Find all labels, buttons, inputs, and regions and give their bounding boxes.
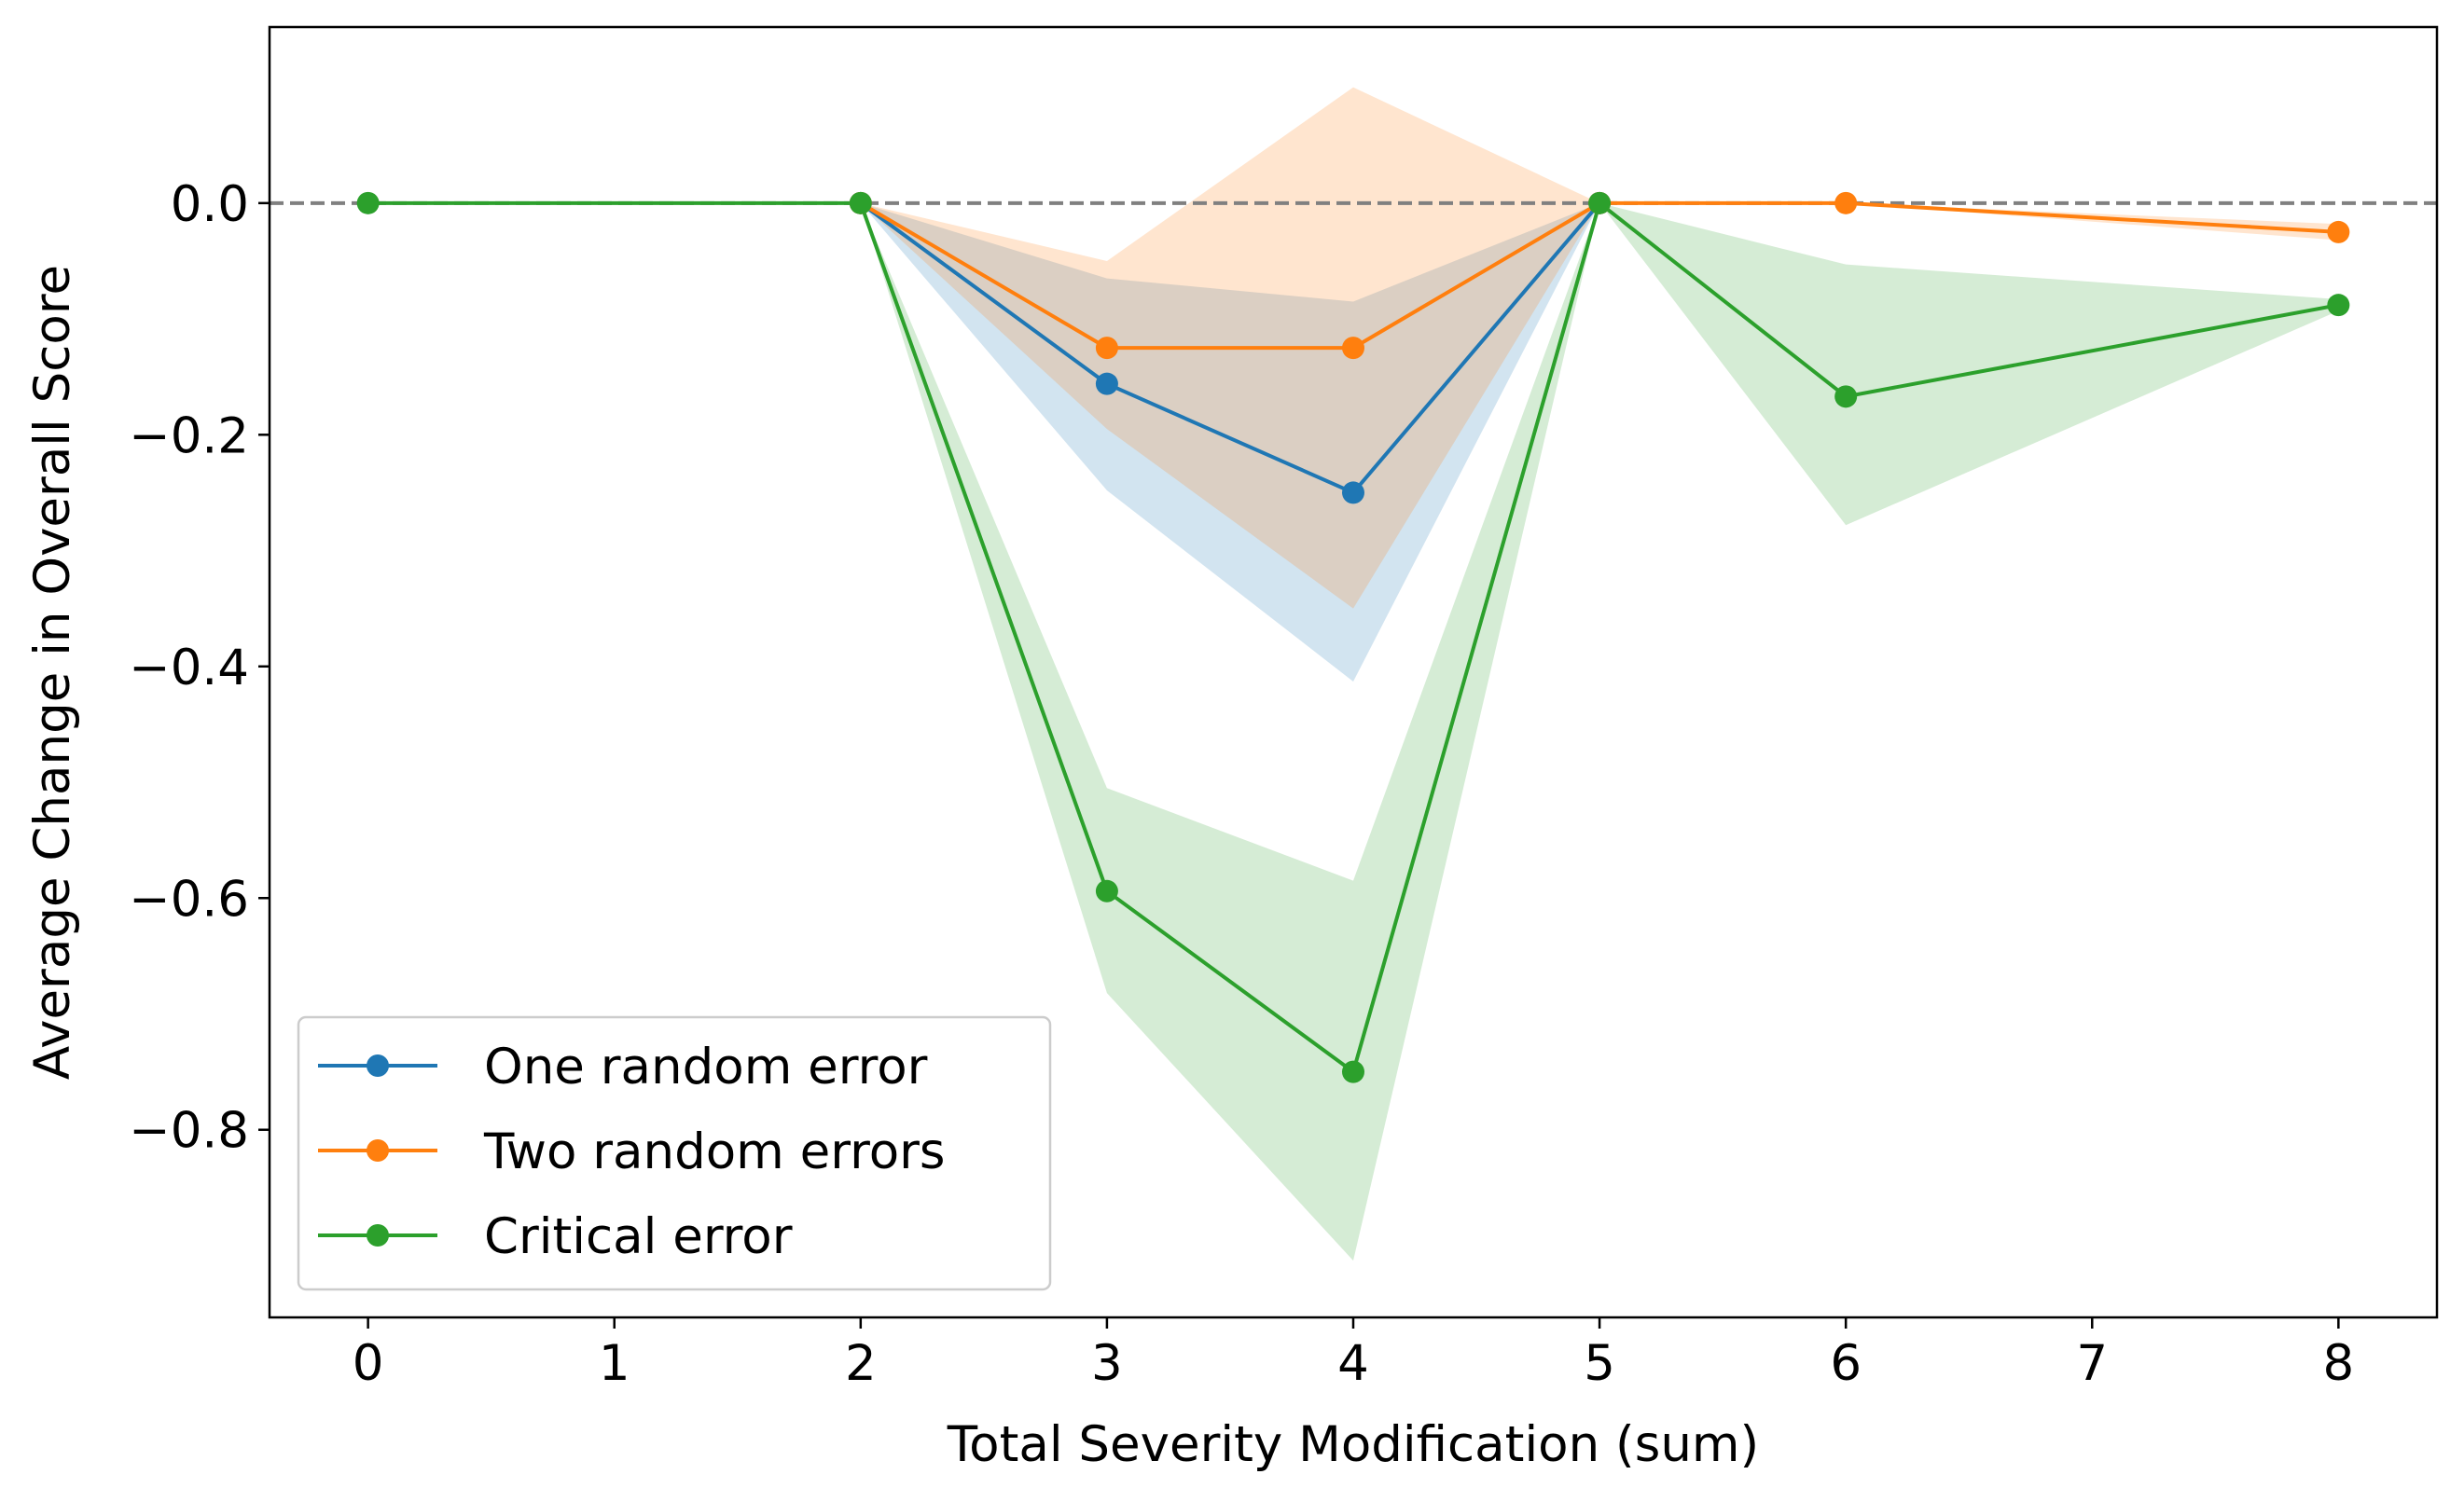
x-tick-label: 2 — [845, 1335, 877, 1392]
critical-error-point — [1834, 385, 1858, 408]
x-tick-label: 7 — [2076, 1335, 2108, 1392]
x-tick-label: 8 — [2322, 1335, 2354, 1392]
x-tick-label: 1 — [599, 1335, 630, 1392]
two-random-errors-legend-label: Two random errors — [483, 1123, 946, 1180]
y-tick-label: −0.8 — [129, 1103, 249, 1160]
two-random-errors-line — [859, 200, 2339, 351]
legend-box — [297, 1015, 1052, 1291]
one-random-error-band — [860, 202, 1600, 682]
two-random-errors-point — [1095, 337, 1118, 360]
legend-entries: One random error Two random errors Critica… — [318, 1039, 946, 1265]
confidence-bands — [367, 87, 2339, 1261]
two-random-errors-legend-marker — [367, 1139, 389, 1162]
x-axis-ticks: 0 1 2 3 4 5 6 7 8 — [353, 1317, 2354, 1392]
critical-error-point — [1588, 191, 1612, 214]
x-tick-label: 0 — [353, 1335, 384, 1392]
critical-error-point — [2327, 294, 2350, 317]
x-axis-title: Total Severity Modification (sum) — [947, 1416, 1759, 1473]
two-random-errors-band — [860, 87, 2339, 609]
two-random-errors-point — [2327, 220, 2350, 243]
critical-error-legend-label: Critical error — [484, 1208, 793, 1265]
x-tick-label: 5 — [1584, 1335, 1615, 1392]
critical-error-point — [356, 191, 380, 214]
legend: One random error Two random errors Critica… — [297, 1015, 1052, 1291]
y-tick-label: −0.2 — [129, 407, 249, 464]
x-tick-label: 3 — [1091, 1335, 1123, 1392]
x-tick-label: 6 — [1830, 1335, 1862, 1392]
one-random-error-point — [1342, 481, 1364, 504]
two-random-errors-point — [1342, 337, 1364, 360]
y-tick-label: −0.6 — [129, 871, 249, 928]
y-tick-label: 0.0 — [171, 176, 249, 233]
one-random-error-legend-label: One random error — [484, 1039, 928, 1095]
one-random-error-point — [1095, 372, 1118, 395]
critical-error-band — [367, 202, 2339, 1261]
x-tick-label: 4 — [1337, 1335, 1369, 1392]
critical-error-point — [1095, 879, 1118, 903]
two-random-errors-point — [1834, 191, 1858, 214]
critical-error-legend-marker — [367, 1224, 389, 1247]
critical-error-point — [1342, 1060, 1364, 1083]
y-tick-label: −0.4 — [129, 640, 249, 696]
series-markers — [356, 191, 2350, 1083]
y-axis-ticks: 0.0 −0.2 −0.4 −0.6 −0.8 — [129, 176, 270, 1160]
critical-error-point — [849, 191, 872, 214]
one-random-error-legend-marker — [367, 1054, 389, 1077]
one-random-error-line — [859, 201, 1601, 495]
y-axis-title: Average Change in Overall Score — [24, 265, 81, 1080]
